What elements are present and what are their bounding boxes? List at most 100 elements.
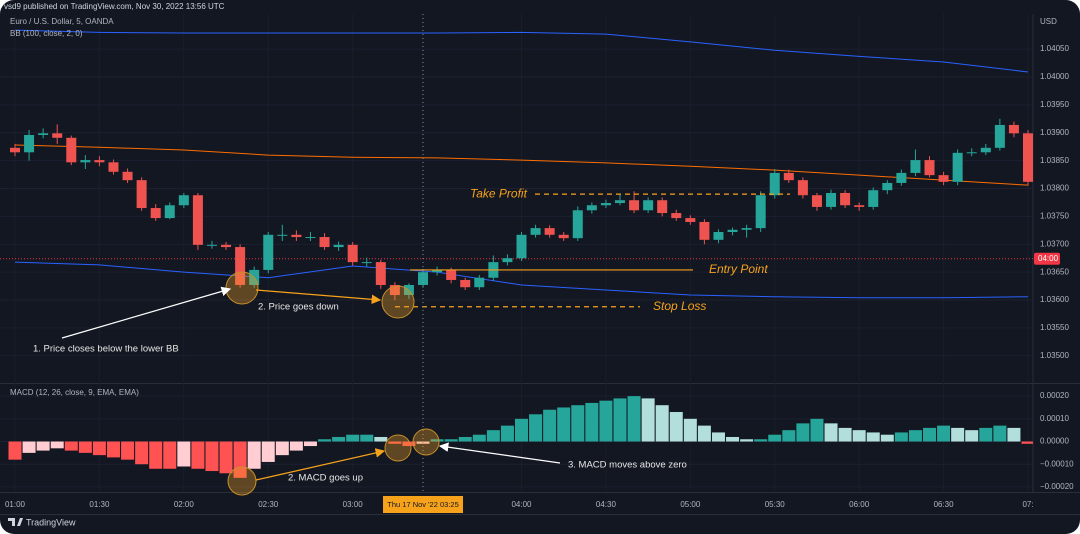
candle-body	[586, 205, 597, 211]
axes: 1.04050 1.04000 1.03950 1.03900 1.03850 1.038…	[5, 14, 1074, 513]
candle-body	[235, 247, 246, 285]
macd-bar	[585, 402, 599, 442]
macd-bar	[374, 436, 388, 442]
y-tick-label: 1.03550	[1040, 323, 1069, 332]
candle-body	[66, 137, 77, 163]
macd-bar	[472, 434, 486, 442]
macd-bar	[135, 441, 149, 465]
candle-body	[826, 192, 837, 207]
candle-body	[558, 234, 569, 239]
macd-bar	[824, 423, 838, 442]
macd-bar	[1021, 441, 1033, 444]
macd-bar	[866, 432, 880, 442]
candle-body	[136, 180, 147, 209]
macd-bar	[332, 436, 346, 442]
candle-body	[797, 180, 808, 196]
candle-body	[882, 182, 893, 191]
candle-body	[699, 221, 710, 240]
x-tick-label: 04:00	[511, 500, 532, 509]
x-tick-label: 01:00	[5, 500, 26, 509]
candle-body	[80, 160, 91, 163]
x-tick-label: 02:30	[258, 500, 279, 509]
y-tick-label: −0.00010	[1040, 459, 1074, 468]
macd-bar	[838, 427, 852, 442]
macd-bar	[599, 400, 613, 442]
candle-body	[192, 195, 203, 245]
macd-bar	[50, 441, 64, 449]
y-tick-label: 1.03600	[1040, 295, 1069, 304]
candle-body	[1023, 133, 1033, 182]
x-tick-label: 05:00	[680, 500, 701, 509]
arrow	[438, 442, 561, 464]
macd-bar	[627, 396, 641, 442]
macd-bar	[768, 434, 782, 442]
macd-bar	[979, 427, 993, 442]
candle-body	[1008, 124, 1019, 134]
candle-body	[122, 171, 133, 181]
candle-body	[432, 269, 443, 273]
price-label: 04:00	[1038, 254, 1059, 263]
macd-bar	[64, 441, 78, 451]
x-tick-label: 05:30	[765, 500, 786, 509]
candle-body	[221, 244, 232, 248]
candle-body	[769, 172, 780, 196]
x-tick-label: 06:00	[849, 500, 870, 509]
macd-bar	[683, 418, 697, 442]
y-tick-label: 0.00000	[1040, 437, 1069, 446]
macd-bar	[191, 441, 205, 469]
highlight-circle	[225, 271, 259, 305]
header: vsd9 published on TradingView.com, Nov 3…	[4, 2, 225, 11]
candle-body	[544, 228, 555, 235]
macd-bar	[711, 432, 725, 442]
candle-body	[952, 152, 963, 182]
candle-body	[10, 147, 20, 153]
y-tick-label: 1.03700	[1040, 239, 1069, 248]
macd-bar	[233, 441, 247, 478]
macd-bar	[486, 430, 500, 442]
candle-body	[572, 210, 583, 239]
highlight-circle	[412, 428, 440, 456]
macd-bar	[923, 427, 937, 442]
candle-body	[319, 237, 330, 248]
y-tick-label: 1.03800	[1040, 184, 1069, 193]
macd-bar	[458, 436, 472, 442]
candle-body	[938, 175, 949, 182]
macd-bar	[754, 439, 768, 442]
macd-bar	[894, 432, 908, 442]
macd-bar	[106, 441, 120, 458]
macd-bar	[782, 430, 796, 442]
macd-bar	[880, 434, 894, 442]
candle-body	[685, 218, 696, 222]
y-tick-label: 1.03850	[1040, 156, 1069, 165]
candle-body	[896, 172, 907, 183]
candle-body	[924, 160, 935, 176]
macd-bar	[796, 423, 810, 442]
macd-pane	[8, 396, 1033, 478]
level-label: Entry Point	[709, 262, 768, 276]
highlight-circle	[227, 466, 257, 496]
candle-body	[854, 205, 865, 207]
brand: TradingView	[8, 517, 76, 527]
macd-bar	[965, 430, 979, 442]
macd-bar	[1007, 427, 1021, 442]
y-tick-label: 1.03750	[1040, 212, 1069, 221]
band-line	[14, 29, 1029, 73]
candle-body	[657, 200, 668, 214]
x-tick-label: 07:	[1022, 500, 1033, 509]
arrow	[61, 286, 232, 339]
y-tick-label: 1.03900	[1040, 128, 1069, 137]
candle-body	[629, 200, 640, 211]
candle-body	[361, 262, 372, 264]
macd-bar	[92, 441, 106, 456]
indicator-legend: BB (100, close, 2, 0)	[10, 29, 83, 38]
y-tick-label: 1.04000	[1040, 72, 1069, 81]
macd-bar	[444, 439, 458, 442]
currency: USD	[1040, 17, 1057, 26]
candle-body	[910, 160, 921, 173]
macd-bar	[163, 441, 177, 469]
candle-body	[474, 277, 485, 288]
candle-body	[614, 200, 625, 204]
macd-bar	[303, 441, 317, 447]
